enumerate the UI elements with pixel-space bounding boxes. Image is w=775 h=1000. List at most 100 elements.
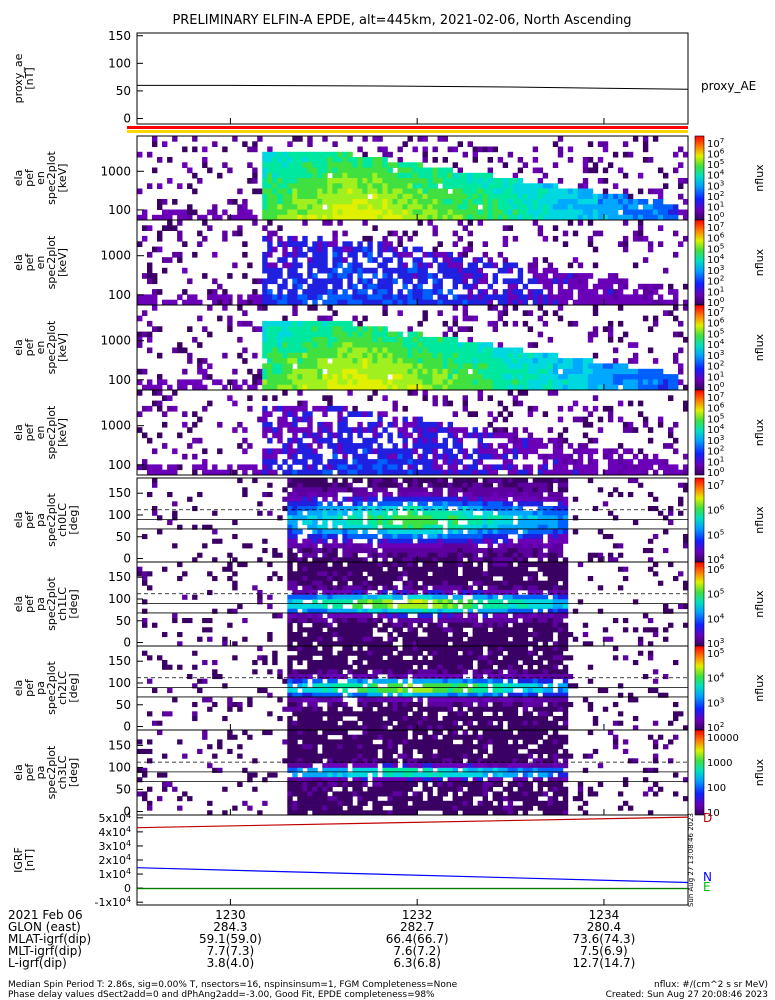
- heatmap-cell: [362, 618, 368, 624]
- heatmap-cell: [442, 453, 448, 460]
- heatmap-cell: [227, 622, 233, 628]
- heatmap-cell: [317, 427, 323, 433]
- heatmap-cell: [437, 384, 443, 391]
- heatmap-cell: [287, 599, 293, 605]
- heatmap-cell: [627, 492, 634, 498]
- heatmap-cell: [627, 299, 634, 306]
- heatmap-cell: [137, 331, 143, 338]
- heatmap-cell: [407, 347, 413, 354]
- heatmap-cell: [547, 557, 554, 563]
- heatmap-cell: [327, 543, 333, 549]
- heatmap-cell: [562, 294, 569, 301]
- heatmap-cell: [387, 214, 393, 221]
- heatmap-cell: [307, 352, 313, 359]
- heatmap-cell: [182, 214, 188, 221]
- heatmap-cell: [417, 543, 423, 549]
- heatmap-cell: [607, 368, 614, 375]
- heatmap-cell: [152, 136, 158, 142]
- heatmap-cell: [287, 576, 293, 582]
- heatmap-cell: [432, 453, 438, 460]
- heatmap-cell: [332, 363, 338, 370]
- heatmap-cell: [678, 510, 684, 516]
- heatmap-cell: [327, 622, 333, 628]
- heatmap-cell: [282, 209, 288, 216]
- heatmap-cell: [422, 501, 428, 507]
- heatmap-spec_en_1: [137, 136, 689, 221]
- heatmap-cell: [287, 405, 293, 412]
- heatmap-cell: [342, 363, 348, 370]
- heatmap-cell: [642, 141, 649, 147]
- heatmap-cell: [417, 585, 423, 591]
- heatmap-cell: [622, 363, 629, 370]
- heatmap-cell: [617, 289, 624, 295]
- heatmap-cell: [673, 384, 679, 391]
- heatmap-cell: [337, 157, 343, 163]
- heatmap-cell: [602, 167, 609, 174]
- heatmap-cell: [417, 478, 423, 484]
- heatmap-cell: [277, 421, 283, 428]
- heatmap-cell: [382, 214, 388, 221]
- heatmap-cell: [402, 336, 408, 343]
- heatmap-cell: [327, 437, 333, 444]
- heatmap-cell: [337, 443, 343, 449]
- heatmap-cell: [447, 178, 453, 184]
- heatmap-cell: [167, 209, 173, 216]
- heatmap-cell: [182, 162, 188, 168]
- heatmap-cell: [262, 492, 268, 498]
- heatmap-cell: [412, 257, 418, 263]
- heatmap-spec_en_4: [137, 390, 689, 476]
- heatmap-cell: [322, 641, 328, 647]
- heatmap-cell: [437, 478, 443, 484]
- heatmap-cell: [312, 562, 318, 568]
- heatmap-cell: [352, 251, 358, 258]
- heatmap-cell: [312, 622, 318, 628]
- heatmap-cell: [322, 427, 328, 433]
- heatmap-cell: [357, 534, 363, 540]
- heatmap-cell: [663, 548, 669, 554]
- heatmap-cell: [437, 482, 443, 488]
- heatmap-cell: [663, 379, 669, 386]
- heatmap-cell: [322, 358, 328, 364]
- heatmap-cell: [557, 524, 564, 530]
- heatmap-cell: [482, 427, 488, 433]
- heatmap-cell: [647, 289, 654, 295]
- heatmap-cell: [312, 510, 318, 516]
- heatmap-cell: [337, 501, 343, 507]
- heatmap-cell: [477, 379, 483, 386]
- heatmap-cell: [683, 151, 689, 158]
- heatmap-cell: [232, 571, 238, 577]
- heatmap-cell: [307, 580, 313, 586]
- heatmap-cell: [337, 510, 343, 516]
- heatmap-cell: [527, 496, 534, 502]
- heatmap-cell: [432, 492, 438, 498]
- heatmap-cell: [492, 492, 498, 498]
- heatmap-cell: [537, 331, 544, 338]
- heatmap-cell: [307, 443, 313, 449]
- heatmap-cell: [322, 193, 328, 200]
- heatmap-cell: [683, 178, 689, 184]
- heatmap-cell: [397, 352, 403, 359]
- heatmap-cell: [607, 492, 614, 498]
- heatmap-cell: [477, 506, 483, 512]
- heatmap-cell: [302, 167, 308, 174]
- heatmap-cell: [547, 336, 554, 343]
- heatmap-cell: [382, 326, 388, 332]
- heatmap-cell: [142, 310, 148, 316]
- heatmap-cell: [177, 347, 183, 354]
- heatmap-cell: [142, 622, 148, 628]
- heatmap-cell: [512, 464, 519, 471]
- heatmap-cell: [537, 464, 544, 471]
- heatmap-cell: [147, 571, 153, 577]
- heatmap-cell: [397, 448, 403, 455]
- heatmap-cell: [262, 453, 268, 460]
- heatmap-cell: [442, 299, 448, 306]
- heatmap-cell: [517, 492, 524, 498]
- heatmap-cell: [292, 347, 298, 354]
- heatmap-cell: [462, 448, 468, 455]
- heatmap-cell: [572, 278, 579, 285]
- heatmap-cell: [577, 358, 584, 364]
- heatmap-cell: [678, 501, 684, 507]
- heatmap-cell: [432, 199, 438, 205]
